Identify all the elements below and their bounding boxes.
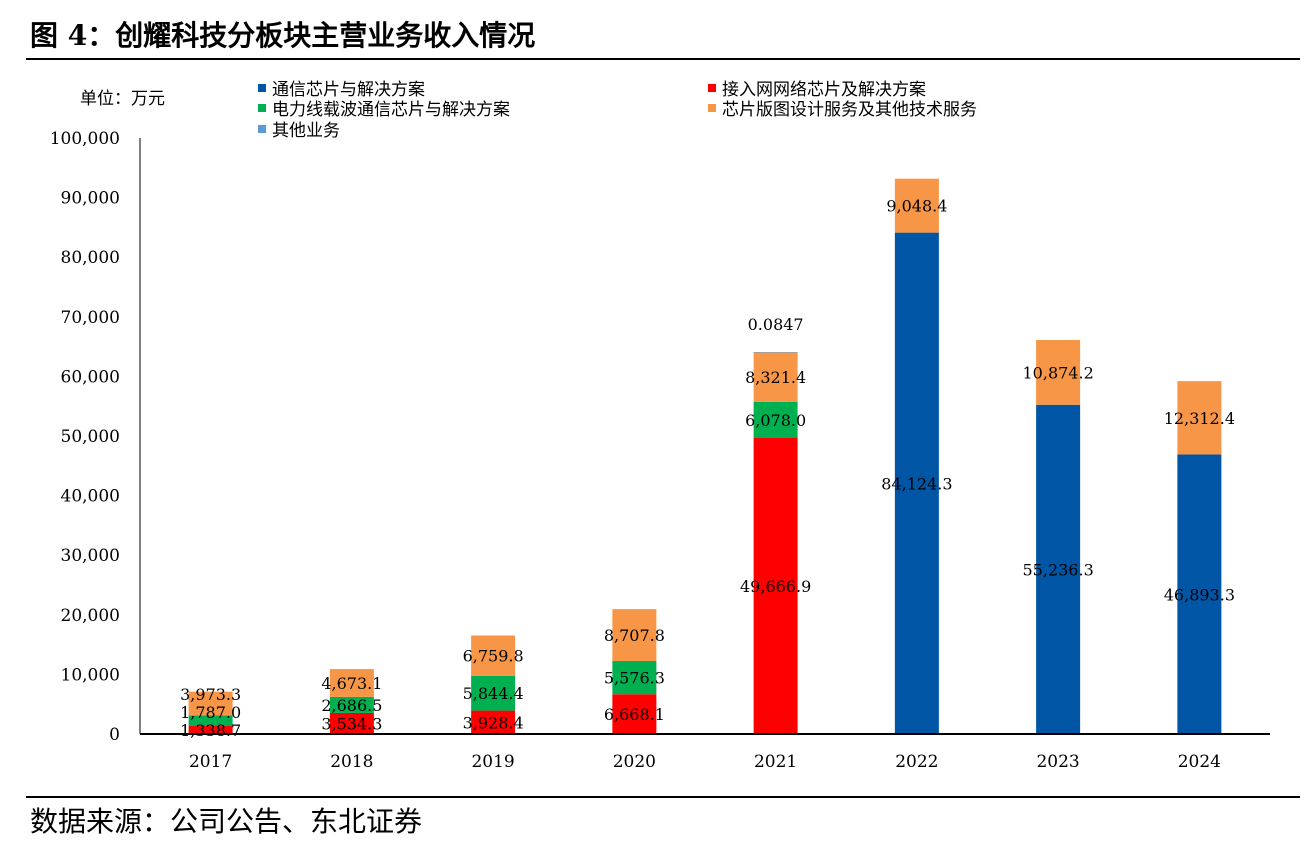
y-tick-label: 80,000	[61, 248, 120, 268]
bar-segment	[1036, 404, 1081, 734]
legend-swatch	[708, 84, 716, 92]
x-tick-label: 2019	[471, 752, 514, 772]
bar-segment	[612, 609, 657, 662]
bar-segment	[1177, 454, 1222, 734]
legend-label: 电力线载波通信芯片与解决方案	[272, 100, 510, 120]
bar-segment	[1177, 381, 1222, 455]
data-label: 5,844.4	[463, 684, 524, 703]
bar-segment	[894, 178, 939, 233]
y-tick-label: 60,000	[61, 367, 120, 387]
legend-swatch	[258, 84, 266, 92]
unit-label: 单位：万元	[80, 89, 165, 109]
bar-segment	[471, 675, 516, 711]
y-tick-label: 40,000	[61, 487, 120, 507]
data-label: 9,048.4	[886, 197, 947, 216]
data-label: 10,874.2	[1023, 363, 1094, 382]
bar-segment	[329, 712, 374, 734]
bar-segment	[753, 437, 798, 734]
bar-segment	[753, 352, 798, 353]
bar-segment	[329, 696, 374, 713]
data-label: 12,312.4	[1164, 409, 1235, 428]
title-rule	[26, 58, 1300, 60]
data-label: 8,321.4	[745, 368, 806, 387]
data-label: 84,124.3	[881, 474, 952, 493]
data-label: 2,686.5	[321, 696, 382, 715]
legend-label: 芯片版图设计服务及其他技术服务	[722, 100, 977, 120]
x-tick-label: 2022	[895, 752, 938, 772]
bar-segment	[188, 726, 233, 734]
y-tick-label: 30,000	[61, 546, 120, 566]
x-tick-label: 2021	[754, 752, 797, 772]
data-label: 4,673.1	[321, 674, 382, 693]
data-label: 46,893.3	[1164, 585, 1235, 604]
figure-title: 图 4：创耀科技分板块主营业务收入情况	[30, 19, 536, 52]
legend-label: 接入网网络芯片及解决方案	[722, 80, 926, 100]
bar-segment	[1036, 339, 1081, 405]
legend-label: 通信芯片与解决方案	[272, 80, 425, 100]
data-label: 3,534.3	[321, 714, 382, 733]
data-label: 5,576.3	[604, 669, 665, 688]
x-tick-label: 2023	[1036, 752, 1079, 772]
data-label: 8,707.8	[604, 626, 665, 645]
legend-label: 其他业务	[272, 121, 340, 141]
source-rule	[26, 796, 1300, 798]
legend-swatch	[258, 104, 266, 112]
data-label: 3,928.4	[463, 713, 524, 732]
bar-segment	[894, 232, 939, 734]
bar-segment	[471, 635, 516, 676]
y-tick-label: 90,000	[61, 189, 120, 209]
x-tick-label: 2020	[613, 752, 656, 772]
bar-segment	[188, 715, 233, 727]
bar-segment	[329, 669, 374, 697]
x-tick-label: 2018	[330, 752, 373, 772]
x-tick-label: 2024	[1178, 752, 1221, 772]
data-label: 6,078.0	[745, 411, 806, 430]
data-label: 55,236.3	[1023, 560, 1094, 579]
data-label: 49,666.9	[740, 577, 811, 596]
legend-swatch	[708, 104, 716, 112]
data-label: 1,338.7	[180, 721, 241, 740]
legend-swatch	[258, 125, 266, 133]
y-tick-label: 0	[109, 725, 120, 745]
y-tick-label: 20,000	[61, 606, 120, 626]
bar-segment	[753, 401, 798, 438]
y-tick-label: 10,000	[61, 665, 120, 685]
bar-segment	[612, 661, 657, 695]
y-tick-label: 100,000	[50, 129, 120, 149]
x-tick-label: 2017	[189, 752, 232, 772]
data-label: 0.0847	[748, 315, 804, 334]
y-tick-label: 50,000	[61, 427, 120, 447]
data-label: 6,668.1	[604, 705, 665, 724]
data-label: 3,973.3	[180, 685, 241, 704]
y-tick-label: 70,000	[61, 308, 120, 328]
data-label: 1,787.0	[180, 703, 241, 722]
source-note: 数据来源：公司公告、东北证券	[30, 805, 423, 838]
bar-segment	[612, 694, 657, 734]
bar-segment	[753, 352, 798, 402]
bar-segment	[188, 691, 233, 716]
data-label: 6,759.8	[463, 647, 524, 666]
bar-segment	[471, 710, 516, 734]
